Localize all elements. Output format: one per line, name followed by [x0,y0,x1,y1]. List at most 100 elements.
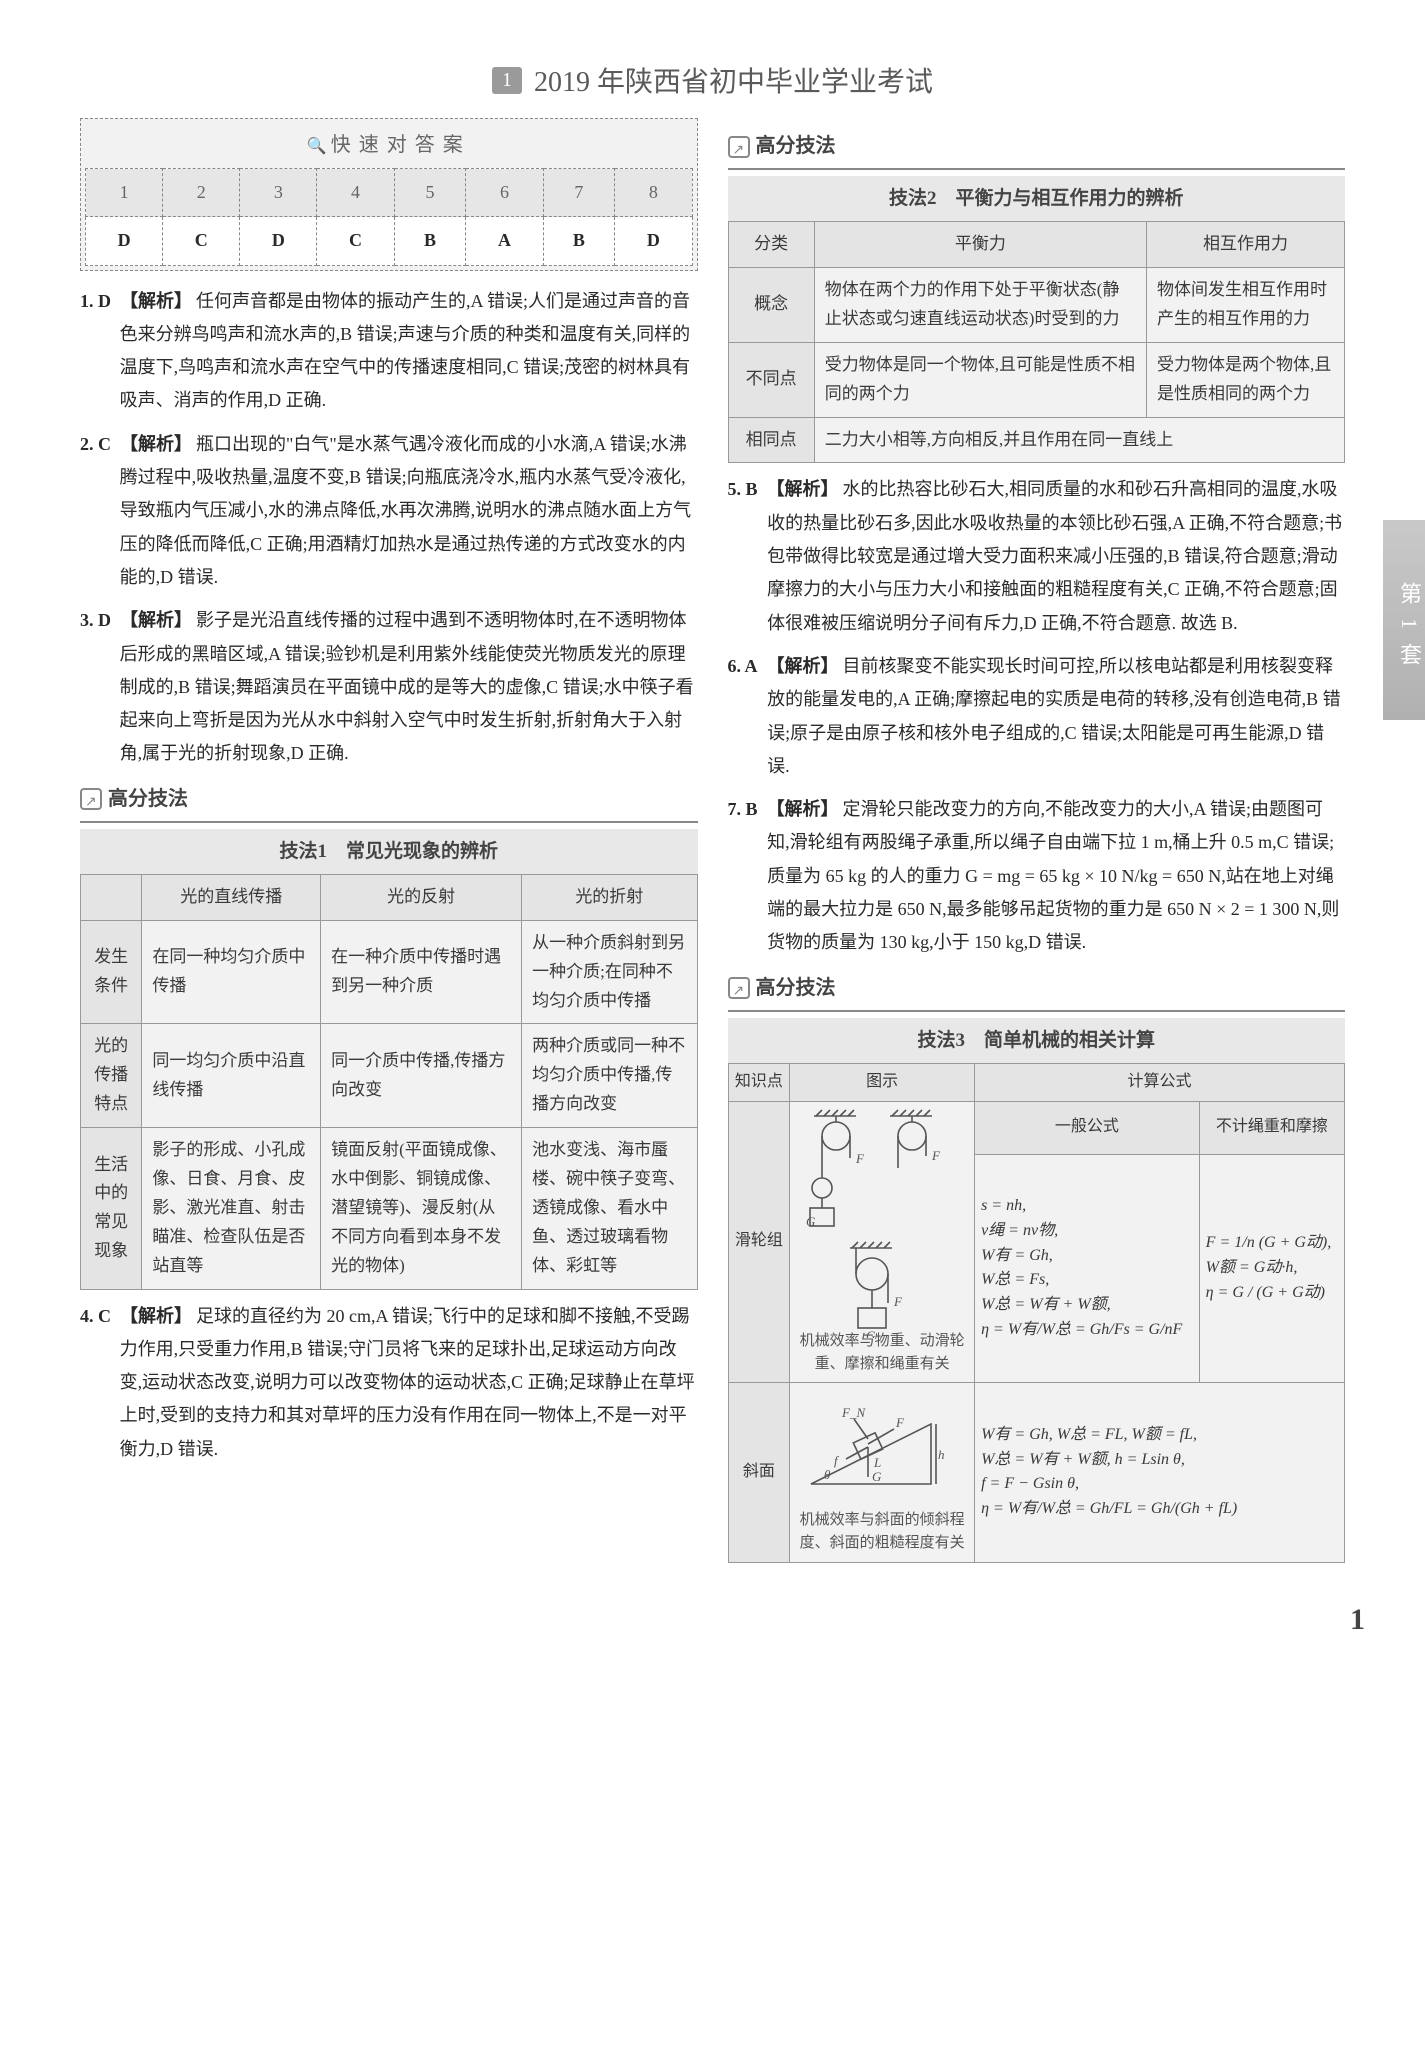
item-text: 定滑轮只能改变力的方向,不能改变力的大小,A 错误;由题图可知,滑轮组有两股绳子… [767,799,1339,952]
answer-key-box: 快速对答案 1 2 3 4 5 6 7 8 D C D C B A B D [80,118,698,271]
page-header: 1 2019 年陕西省初中毕业学业考试 [80,60,1345,100]
arrow-box-icon [728,136,750,158]
ans-key: D [615,217,692,265]
table-row: 不同点受力物体是同一个物体,且可能是性质不相同的两个力受力物体是两个物体,且是性… [728,342,1345,417]
question-item: 4. C 【解析】足球的直径约为 20 cm,A 错误;飞行中的足球和脚不接触,… [80,1300,698,1466]
item-text: 足球的直径约为 20 cm,A 错误;飞行中的足球和脚不接触,不受踢力作用,只受… [120,1306,695,1459]
formula-cell: W有 = Gh, W总 = FL, W额 = fL, W总 = W有 + W额,… [975,1383,1345,1563]
cell: 物体间发生相互作用时产生的相互作用的力 [1146,268,1344,343]
diagram-caption: 机械效率与斜面的倾斜程度、斜面的粗糙程度有关 [796,1509,968,1556]
table-row: 斜面 F_N F f G θ L h 机械效率与斜面的倾斜程度、斜面的粗糙程度有… [728,1383,1345,1563]
ans-num: 7 [543,169,615,217]
item-tag: 【解析】 [129,1306,192,1326]
svg-text:G: G [806,1214,816,1229]
ans-num: 1 [86,169,163,217]
item-tag: 【解析】 [129,291,192,311]
svg-text:f: f [834,1453,840,1468]
section-label: 高分技法 [108,781,188,818]
th: 光的反射 [321,874,522,920]
item-text: 水的比热容比砂石大,相同质量的水和砂石升高相同的温度,水吸收的热量比砂石多,因此… [767,479,1342,632]
item-tag: 【解析】 [129,610,192,630]
cell: 在同一种均匀介质中传播 [142,920,321,1024]
question-item: 5. B 【解析】水的比热容比砂石大,相同质量的水和砂石升高相同的温度,水吸收的… [728,473,1346,639]
diagram-caption: 机械效率与物重、动滑轮重、摩擦和绳重有关 [796,1330,968,1377]
table-row: 知识点图示计算公式 [728,1063,1345,1101]
cell: 受力物体是两个物体,且是性质相同的两个力 [1146,342,1344,417]
table-row: 概念物体在两个力的作用下处于平衡状态(静止状态或匀速直线运动状态)时受到的力物体… [728,268,1345,343]
question-item: 1. D 【解析】任何声音都是由物体的振动产生的,A 错误;人们是通过声音的音色… [80,285,698,418]
ans-num: 5 [394,169,466,217]
svg-text:θ: θ [824,1467,831,1482]
question-item: 3. D 【解析】影子是光沿直线传播的过程中遇到不透明物体时,在不透明物体后形成… [80,604,698,770]
tech-title: 技法2 平衡力与相互作用力的辨析 [728,176,1346,221]
cell: 在一种介质中传播时遇到另一种介质 [321,920,522,1024]
rowhead: 斜面 [728,1383,790,1563]
item-text: 目前核聚变不能实现长时间可控,所以核电站都是利用核裂变释放的能量发电的,A 正确… [767,656,1341,776]
th [81,874,142,920]
page-number: 1 [0,1583,1425,1667]
arrow-box-icon [728,977,750,999]
cell: 两种介质或同一种不均匀介质中传播,传播方向改变 [522,1024,697,1128]
svg-text:G: G [872,1469,882,1484]
svg-text:L: L [873,1455,881,1470]
ans-key: D [240,217,317,265]
item-num: 5. B [728,479,758,499]
ans-num: 8 [615,169,692,217]
th: 计算公式 [975,1063,1345,1101]
item-text: 瓶口出现的"白气"是水蒸气遇冷液化而成的小水滴,A 错误;水沸腾过程中,吸收热量… [120,434,692,587]
item-tag: 【解析】 [776,479,839,499]
svg-text:F: F [895,1415,905,1430]
th: 光的直线传播 [142,874,321,920]
table-row: D C D C B A B D [86,217,693,265]
left-column: 快速对答案 1 2 3 4 5 6 7 8 D C D C B A B D 1.… [80,118,698,1563]
pulley-diagram-icon: F G F F G [796,1108,956,1338]
answer-key-title: 快速对答案 [85,123,693,168]
question-item: 2. C 【解析】瓶口出现的"白气"是水蒸气遇冷液化而成的小水滴,A 错误;水沸… [80,428,698,594]
section-label: 高分技法 [756,128,836,165]
cell: 同一均匀介质中沿直线传播 [142,1024,321,1128]
item-tag: 【解析】 [129,434,192,454]
ans-key: D [86,217,163,265]
th: 平衡力 [814,222,1146,268]
th: 分类 [728,222,814,268]
rowhead: 相同点 [728,417,814,463]
arrow-box-icon [80,788,102,810]
ans-key: C [163,217,240,265]
rowhead: 概念 [728,268,814,343]
rowhead: 生活中的常见现象 [81,1128,142,1289]
item-num: 4. C [80,1306,111,1326]
table-row: 生活中的常见现象影子的形成、小孔成像、日食、月食、皮影、激光准直、射击瞄准、检查… [81,1128,698,1289]
incline-diagram-icon: F_N F f G θ L h [796,1389,956,1509]
cell: 物体在两个力的作用下处于平衡状态(静止状态或匀速直线运动状态)时受到的力 [814,268,1146,343]
header-badge: 1 [492,67,522,94]
th: 一般公式 [975,1101,1200,1154]
cell: 受力物体是同一个物体,且可能是性质不相同的两个力 [814,342,1146,417]
rowhead: 滑轮组 [728,1101,790,1383]
svg-text:h: h [938,1447,945,1462]
cell: 同一介质中传播,传播方向改变 [321,1024,522,1128]
ans-key: C [317,217,394,265]
section-head: 高分技法 [728,128,1346,170]
cell: 池水变浅、海市蜃楼、碗中筷子变弯、透镜成像、看水中鱼、透过玻璃看物体、彩虹等 [522,1128,697,1289]
ans-key: A [466,217,543,265]
item-num: 2. C [80,434,111,454]
table-row: 发生条件在同一种均匀介质中传播在一种介质中传播时遇到另一种介质从一种介质斜射到另… [81,920,698,1024]
rowhead: 光的传播特点 [81,1024,142,1128]
svg-text:F_N: F_N [841,1405,866,1420]
section-head: 高分技法 [80,781,698,823]
diagram-cell: F_N F f G θ L h 机械效率与斜面的倾斜程度、斜面的粗糙程度有关 [790,1383,975,1563]
th: 相互作用力 [1146,222,1344,268]
table-row: 光的传播特点同一均匀介质中沿直线传播同一介质中传播,传播方向改变两种介质或同一种… [81,1024,698,1128]
table-row: 滑轮组 F G F F G 机械效率与物重、动滑轮重、摩擦和绳重有关 一般公式不… [728,1101,1345,1154]
th: 知识点 [728,1063,790,1101]
rowhead: 发生条件 [81,920,142,1024]
table-row: 分类平衡力相互作用力 [728,222,1345,268]
cell: 影子的形成、小孔成像、日食、月食、皮影、激光准直、射击瞄准、检查队伍是否站直等 [142,1128,321,1289]
item-num: 1. D [80,291,111,311]
item-text: 任何声音都是由物体的振动产生的,A 错误;人们是通过声音的音色来分辨鸟鸣声和流水… [120,291,691,411]
item-tag: 【解析】 [776,656,839,676]
rowhead: 不同点 [728,342,814,417]
tech-title: 技法1 常见光现象的辨析 [80,829,698,874]
formula-cell: s = nh, v绳 = nv物, W有 = Gh, W总 = Fs, W总 =… [975,1154,1200,1382]
svg-text:F: F [931,1148,941,1163]
